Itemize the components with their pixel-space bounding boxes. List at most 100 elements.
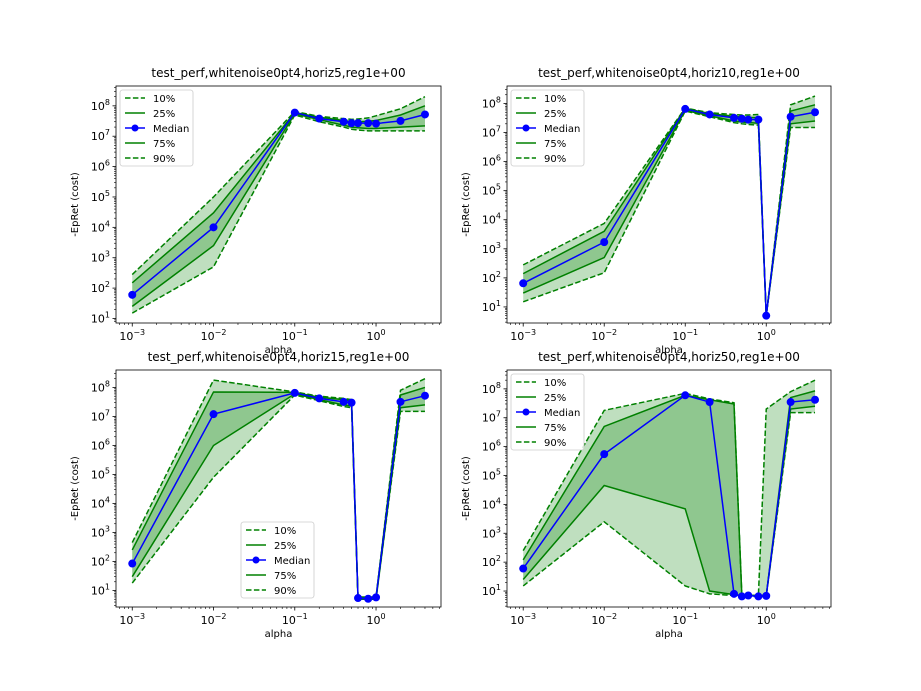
y-tick-label: 102 — [91, 554, 110, 569]
legend-label: 75% — [153, 139, 175, 150]
x-tick-label: 10−3 — [510, 612, 536, 627]
y-tick-label: 102 — [91, 280, 110, 295]
legend-label: Median — [153, 124, 189, 135]
legend-marker — [522, 408, 530, 416]
y-tick-label: 106 — [482, 439, 501, 454]
y-tick-label: 101 — [91, 310, 110, 325]
axes-frame — [115, 85, 442, 324]
legend: 10% 25% Median 75% 90% — [119, 89, 194, 167]
band-10-90 — [523, 380, 816, 597]
median-point — [372, 593, 381, 602]
median-point — [290, 108, 299, 117]
legend-box — [240, 521, 315, 599]
x-tick-label: 10−1 — [672, 328, 698, 343]
legend-box — [510, 89, 585, 167]
median-point — [737, 114, 746, 123]
x-tick-label: 10−3 — [119, 612, 145, 627]
x-tick-label: 10−1 — [282, 328, 308, 343]
median-point — [372, 119, 381, 128]
x-tick-label: 10−3 — [510, 328, 536, 343]
median-point — [420, 391, 429, 400]
y-tick-label: 104 — [91, 495, 110, 510]
y-tick-label: 108 — [91, 379, 110, 394]
median-point — [811, 395, 820, 404]
median-point — [786, 398, 795, 407]
y-tick-label: 102 — [482, 270, 501, 285]
plot-area — [128, 378, 429, 603]
plot-area — [519, 95, 820, 320]
x-tick-label: 10−2 — [591, 612, 617, 627]
y-tick-label: 108 — [482, 95, 501, 110]
y-tick-label: 105 — [91, 189, 110, 204]
median-point — [339, 397, 348, 406]
median-point — [128, 290, 137, 299]
x-tick-label: 10−2 — [591, 328, 617, 343]
y-tick-label: 103 — [482, 525, 501, 540]
legend-marker — [252, 556, 260, 564]
y-tick-label: 103 — [91, 524, 110, 539]
x-tick-label: 10−1 — [672, 612, 698, 627]
legend: 10% 25% Median 75% 90% — [240, 521, 315, 599]
y-tick-label: 107 — [482, 125, 501, 140]
legend-label: Median — [274, 556, 310, 567]
axes-frame — [506, 85, 832, 324]
median-point — [354, 594, 363, 603]
band-10-90 — [132, 96, 425, 314]
x-axis-label: alpha — [655, 629, 683, 640]
legend-label: 90% — [544, 154, 566, 165]
legend-label: 10% — [544, 378, 566, 389]
legend-marker — [522, 124, 530, 132]
y-tick-label: 104 — [91, 219, 110, 234]
legend-label: 25% — [274, 541, 296, 552]
chart-title: test_perf,whitenoise0pt4,horiz10,reg1e+0… — [538, 66, 800, 80]
median-point — [705, 110, 714, 119]
median-point — [600, 238, 609, 247]
median-point — [209, 223, 218, 232]
y-tick-label: 106 — [91, 159, 110, 174]
median-point — [354, 119, 363, 128]
y-tick-label: 106 — [482, 154, 501, 169]
axes-frame — [506, 369, 832, 608]
band-25-75 — [132, 387, 425, 600]
y-tick-label: 107 — [482, 410, 501, 425]
band-25-75 — [523, 390, 816, 596]
y-tick-label: 101 — [91, 583, 110, 598]
y-axis-label: -EpRet (cost) — [70, 456, 81, 521]
band-10-90 — [132, 378, 425, 600]
chart-title: test_perf,whitenoise0pt4,horiz5,reg1e+00 — [151, 66, 405, 80]
y-tick-label: 103 — [91, 250, 110, 265]
x-tick-label: 10−2 — [201, 328, 227, 343]
legend-label: 10% — [153, 94, 175, 105]
legend-label: Median — [544, 408, 580, 419]
median-point — [209, 410, 218, 419]
x-tick-label: 100 — [366, 328, 385, 343]
plot-area — [128, 96, 429, 314]
subplot-3: 10−3 10−2 10−1 100 101 102 103 104 105 106 107 108 t… — [70, 350, 442, 640]
legend-label: Median — [544, 124, 580, 135]
legend-box — [510, 373, 585, 451]
y-tick-label: 105 — [91, 466, 110, 481]
chart-title: test_perf,whitenoise0pt4,horiz50,reg1e+0… — [538, 350, 800, 364]
x-tick-label: 100 — [757, 328, 776, 343]
median-point — [681, 391, 690, 400]
median-point — [290, 388, 299, 397]
legend-label: 75% — [544, 423, 566, 434]
median-point — [364, 119, 373, 128]
x-tick-label: 100 — [366, 612, 385, 627]
legend-label: 10% — [544, 94, 566, 105]
x-tick-label: 100 — [757, 612, 776, 627]
subplot-4: 10−3 10−2 10−1 100 101 102 103 104 105 106 107 108 t… — [461, 350, 832, 640]
y-tick-label: 108 — [482, 381, 501, 396]
legend-label: 25% — [544, 109, 566, 120]
y-axis-label: -EpRet (cost) — [70, 172, 81, 237]
legend-marker — [131, 124, 139, 132]
band-25-75 — [132, 105, 425, 307]
x-axis-label: alpha — [655, 345, 683, 356]
y-tick-label: 107 — [91, 408, 110, 423]
y-tick-label: 107 — [91, 128, 110, 143]
median-point — [339, 117, 348, 126]
legend-label: 90% — [153, 154, 175, 165]
median-point — [811, 108, 820, 117]
median-point — [737, 592, 746, 601]
